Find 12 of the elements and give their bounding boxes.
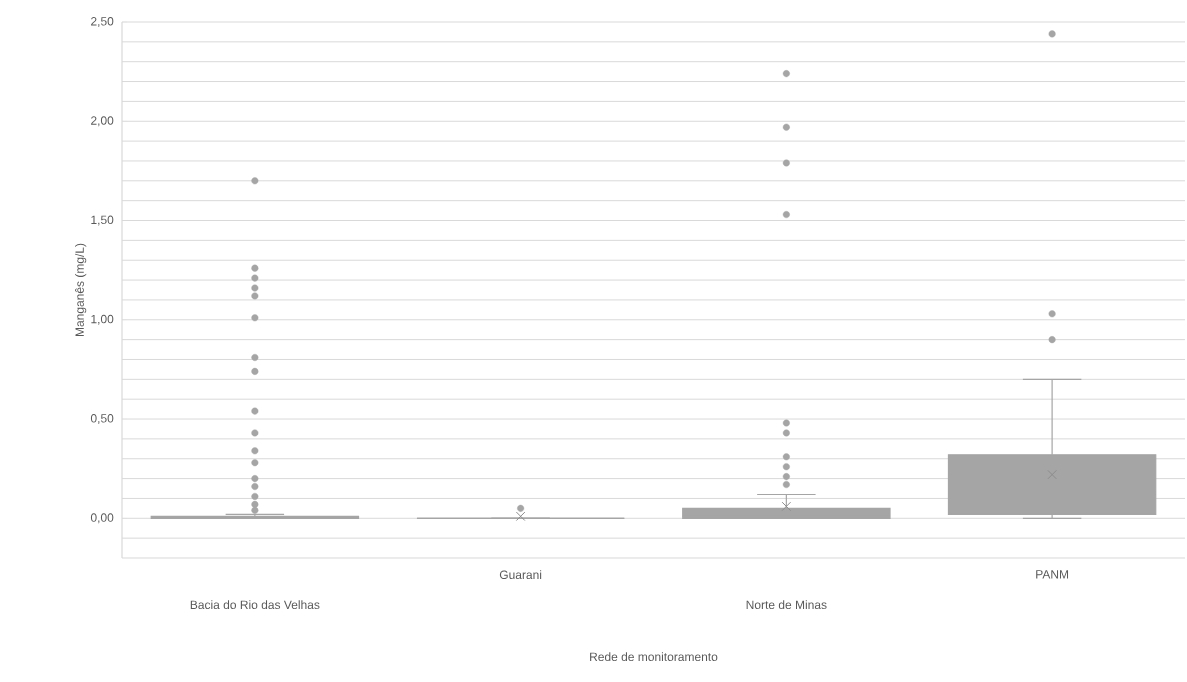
y-tick-label: 1,00 (91, 314, 114, 325)
x-tick-label: Norte de Minas (746, 600, 827, 610)
x-tick-label: Guarani (499, 570, 542, 580)
y-tick-label: 2,00 (91, 116, 114, 127)
y-tick-label: 2,50 (91, 17, 114, 27)
x-tick-label: PANM (1036, 570, 1069, 579)
y-tick-label: 0,00 (90, 513, 114, 524)
y-tick-label: 0,50 (90, 414, 114, 424)
y-axis-title: Manganês (mg/L) (75, 243, 87, 337)
x-axis-title: Rede de monitoramento (590, 652, 718, 662)
y-tick-label: 1,50 (91, 215, 114, 226)
x-tick-label: Bacia do Rio das Velhas (190, 600, 320, 610)
